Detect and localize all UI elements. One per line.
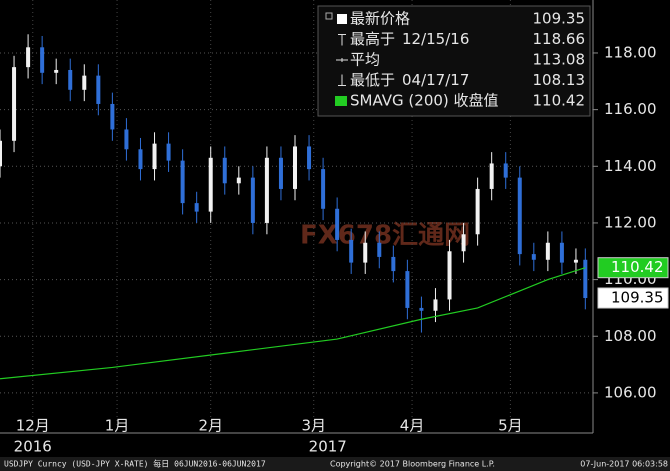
candle-body xyxy=(26,47,31,68)
candle-body xyxy=(545,242,550,260)
legend-label: SMAVG (200) 收盘值 xyxy=(350,92,499,110)
candle-body xyxy=(68,69,73,90)
copyright: Copyright© 2017 Bloomberg Finance L.P. xyxy=(330,460,495,469)
candle-body xyxy=(82,75,87,90)
y-tick-label: 112.00 xyxy=(604,213,657,231)
candle-body xyxy=(583,259,588,299)
candle-body xyxy=(208,157,213,212)
candle-body xyxy=(531,254,536,260)
year-label: 2016 xyxy=(14,438,52,456)
candle-body xyxy=(433,299,438,311)
sma-line xyxy=(0,267,586,380)
year-label: 2017 xyxy=(309,438,347,456)
legend-value: 110.42 xyxy=(533,92,586,110)
candle-body xyxy=(180,160,185,204)
candle-body xyxy=(391,256,396,272)
x-tick-label: 3月 xyxy=(301,417,326,435)
x-tick-label: 1月 xyxy=(105,417,130,435)
y-tick-label: 118.00 xyxy=(604,43,657,61)
legend-label: 平均 xyxy=(350,51,380,69)
y-tick-label: 108.00 xyxy=(604,327,657,345)
candle-body xyxy=(124,129,129,150)
legend-label: 最低于 xyxy=(350,71,395,89)
candle-body xyxy=(166,143,171,161)
legend-value: 108.13 xyxy=(533,71,586,89)
legend-date: 12/15/16 xyxy=(402,30,469,48)
candle-body xyxy=(307,146,312,170)
candle-body xyxy=(194,203,199,212)
sma-price-tag: 110.42 xyxy=(611,258,664,276)
y-tick-label: 106.00 xyxy=(604,383,657,401)
legend-icon xyxy=(335,96,347,106)
candle-body xyxy=(278,157,283,189)
candle-body xyxy=(138,149,143,170)
candle-body xyxy=(363,242,368,263)
legend-icon xyxy=(338,74,346,86)
legend-label: 最高于 xyxy=(350,30,395,48)
candle-body xyxy=(517,177,522,255)
candle-body xyxy=(54,69,59,73)
candle-body xyxy=(573,259,578,263)
candle-body xyxy=(349,239,354,263)
y-tick-label: 116.00 xyxy=(604,100,657,118)
candle-body xyxy=(475,188,480,235)
candle-body xyxy=(447,251,452,300)
legend-icon xyxy=(337,14,347,24)
x-tick-label: 12月 xyxy=(16,417,50,435)
candle-body xyxy=(503,163,508,178)
candle-body xyxy=(110,103,115,130)
candle-body xyxy=(96,75,101,104)
candle-body xyxy=(405,271,410,308)
legend-box xyxy=(317,5,591,117)
watermark: FX678汇通网 xyxy=(300,221,470,251)
candle-body xyxy=(419,307,424,311)
candle-body xyxy=(236,177,241,184)
candle-body xyxy=(40,47,45,73)
footer-bar xyxy=(0,457,670,471)
candle-body xyxy=(489,163,494,189)
candle-body xyxy=(222,157,227,184)
timestamp: 07-Jun-2017 06:03:58 xyxy=(580,460,668,469)
candle-body xyxy=(321,169,326,209)
legend-value: 113.08 xyxy=(533,51,586,69)
last-price-tag: 109.35 xyxy=(611,289,664,307)
legend-corner xyxy=(325,12,333,20)
last-price-tag-box xyxy=(597,287,669,309)
candle-body xyxy=(293,146,297,189)
x-tick-label: 5月 xyxy=(498,417,523,435)
candle-body xyxy=(559,242,564,263)
sma-price-tag-box xyxy=(597,257,669,279)
legend-value: 109.35 xyxy=(533,10,586,28)
legend-value: 118.66 xyxy=(533,30,586,48)
x-tick-label: 4月 xyxy=(400,417,425,435)
candle-body xyxy=(377,242,382,257)
legend-label: 最新价格 xyxy=(350,10,410,28)
legend-icon xyxy=(338,34,346,46)
source: USDJPY Curncy (USD-JPY X-RATE) 每日 06JUN2… xyxy=(4,459,266,469)
candle-body xyxy=(250,177,255,223)
legend-date: 04/17/17 xyxy=(402,71,469,89)
candle-body xyxy=(461,234,466,252)
candle-body xyxy=(264,157,269,223)
legend-icon xyxy=(336,58,348,62)
candle-body xyxy=(0,140,2,167)
y-tick-label: 114.00 xyxy=(604,157,657,175)
candle-body xyxy=(152,143,157,170)
candle-body xyxy=(12,67,17,141)
x-tick-label: 2月 xyxy=(198,417,223,435)
candle-body xyxy=(335,208,340,240)
